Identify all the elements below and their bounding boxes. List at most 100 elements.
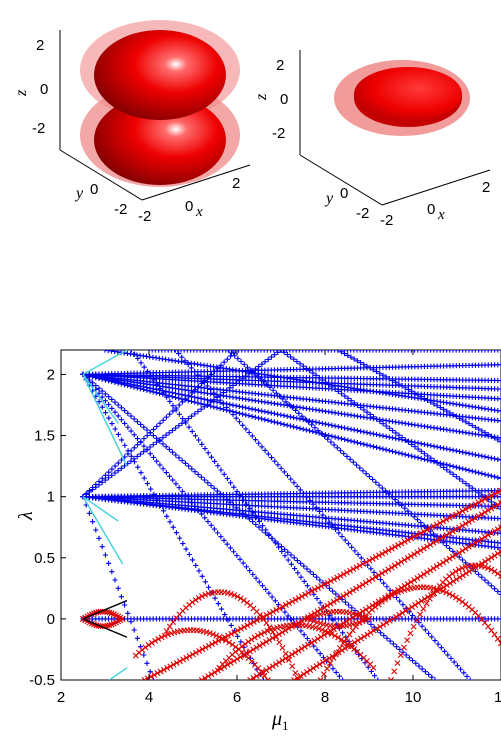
series-0-curve-28-point-105 [482,350,488,353]
series-0-curve-25-point-57 [460,478,466,484]
series-0-curve-28-point-89 [431,350,437,353]
series-0-curve-6-point-123 [472,452,479,458]
series-0-curve-7-point-50 [239,411,246,417]
series-0-curve-6-point-121 [466,450,472,457]
series-0-curve-7-point-13 [121,382,128,388]
series-0-curve-28-point-90 [434,350,440,353]
series-0-curve-20-point-2 [86,487,93,494]
series-0-curve-18-point-12 [118,594,124,600]
series-0-curve-8-point-63 [282,609,288,615]
series-1-curve-4-point-30 [386,617,393,624]
series-0-curve-24-point-19 [286,402,292,408]
series-0-curve-10-point-63 [282,546,288,553]
series-0-curve-20-point-6 [99,475,105,481]
series-1-curve-1-point-71 [369,555,376,562]
series-0-curve-25-point-63 [479,492,485,498]
series-0-curve-9-point-34 [189,557,196,563]
series-0-curve-6-point-80 [335,424,341,430]
series-0-curve-23-point-78 [422,627,428,633]
series-0-curve-22-point-32 [231,484,237,490]
series-0-curve-6-point-130 [495,456,501,462]
series-0-curve-23-point-16 [224,404,230,410]
series-0-curve-19-point-28 [169,427,176,434]
series-0-curve-26-point-8 [361,361,367,367]
series-1-curve-5-point-5 [310,618,317,625]
series-1-curve-2-point-84 [469,516,476,523]
series-0-curve-8-point-8 [106,402,112,408]
series-0-curve-28-point-20 [210,350,216,353]
series-0-curve-28-point-21 [213,350,219,353]
series-1-curve-7-point-2 [170,619,177,626]
series-0-curve-9-point-42 [215,601,221,607]
series-0-curve-22-point-34 [237,493,243,499]
series-1-curve-2-point-77 [446,530,453,537]
series-0-curve-22-point-26 [212,458,218,465]
series-0-curve-23-point-15 [220,401,227,407]
series-0-curve-6-point-34 [188,394,195,400]
series-0-curve-25-point-41 [409,441,415,448]
series-0-curve-19-point-58 [265,356,271,363]
series-1-curve-1-point-11 [176,658,183,665]
series-1-curve-2-point-57 [382,568,389,575]
series-1-curve-10-point-4 [400,644,407,651]
series-1-curve-4-point-0 [291,677,298,680]
series-0-curve-5-point-131 [498,435,501,441]
series-0-curve-28-point-76 [389,350,395,353]
series-0-curve-25-point-36 [393,430,399,436]
series-0-curve-28-point-56 [325,350,331,353]
series-0-curve-6-point-62 [278,412,284,418]
series-0-curve-24-point-17 [280,396,286,402]
series-0-curve-18-point-13 [122,602,128,608]
series-1-curve-7-point-11 [199,593,206,600]
series-0-curve-8-point-38 [202,515,208,521]
panel-left-y-tick-0: 0 [90,181,98,198]
surface-panel-left: 2 0 -2 z y 0 -2 -2 0 x 2 [13,20,251,225]
series-1-curve-1-point-13 [183,654,190,661]
series-0-curve-28-point-35 [258,350,264,353]
series-0-curve-7-point-52 [246,413,252,419]
series-0-curve-22-point-10 [160,390,166,396]
series-0-curve-8-point-27 [166,473,173,479]
series-0-curve-28-point-82 [408,350,414,353]
series-1-curve-4-point-39 [415,600,422,606]
series-1-curve-1-point-97 [453,511,460,518]
series-0-curve-6-point-119 [460,449,466,455]
series-0-curve-10-point-41 [211,485,217,491]
series-0-curve-28-point-86 [421,350,427,353]
series-1-curve-1-point-0 [141,677,148,680]
series-0-curve-8-point-47 [231,549,237,555]
series-0-curve-7-point-29 [172,394,179,401]
series-1-curve-4-point-2 [297,673,304,680]
series-0-curve-6-point-87 [358,428,364,434]
series-0-curve-28-point-44 [287,350,293,353]
series-1-curve-2-point-60 [391,562,398,569]
series-1-curve-4-point-32 [393,613,399,620]
series-0-curve-22-point-38 [250,510,256,516]
series-0-curve-10-point-93 [378,630,384,636]
series-0-curve-8-point-44 [221,537,227,544]
series-1-curve-3-point-73 [481,534,488,541]
series-0-curve-9-point-5 [96,399,102,405]
series-0-curve-7-point-123 [472,469,479,475]
series-0-curve-10-point-35 [192,469,198,475]
series-1-curve-0-point-37 [119,615,126,622]
series-1-curve-2-point-59 [388,564,395,571]
series-0-curve-8-point-48 [234,552,240,559]
series-0-curve-20-point-24 [157,420,163,426]
series-0-curve-17-point-131 [498,545,501,551]
series-1-curve-3-point-13 [289,651,295,658]
series-0-curve-28-point-7 [168,350,174,353]
series-0-curve-22-point-23 [202,445,208,452]
series-1-curve-3-point-65 [456,549,463,556]
series-0-curve-22-point-41 [260,523,266,529]
series-0-curve-18-point-6 [99,544,105,550]
series-0-curve-28-point-87 [424,350,430,353]
series-0-curve-6-point-124 [476,452,482,459]
plot-x-label: μ1 [271,708,289,733]
series-0-curve-23-point-84 [441,648,448,654]
series-0-curve-7-point-34 [188,398,195,405]
series-1-curve-7-point-22 [234,593,241,600]
x-tick-label-1: 4 [145,689,153,706]
series-1-curve-7-point-9 [192,596,199,603]
series-0-curve-23-point-12 [211,390,217,396]
